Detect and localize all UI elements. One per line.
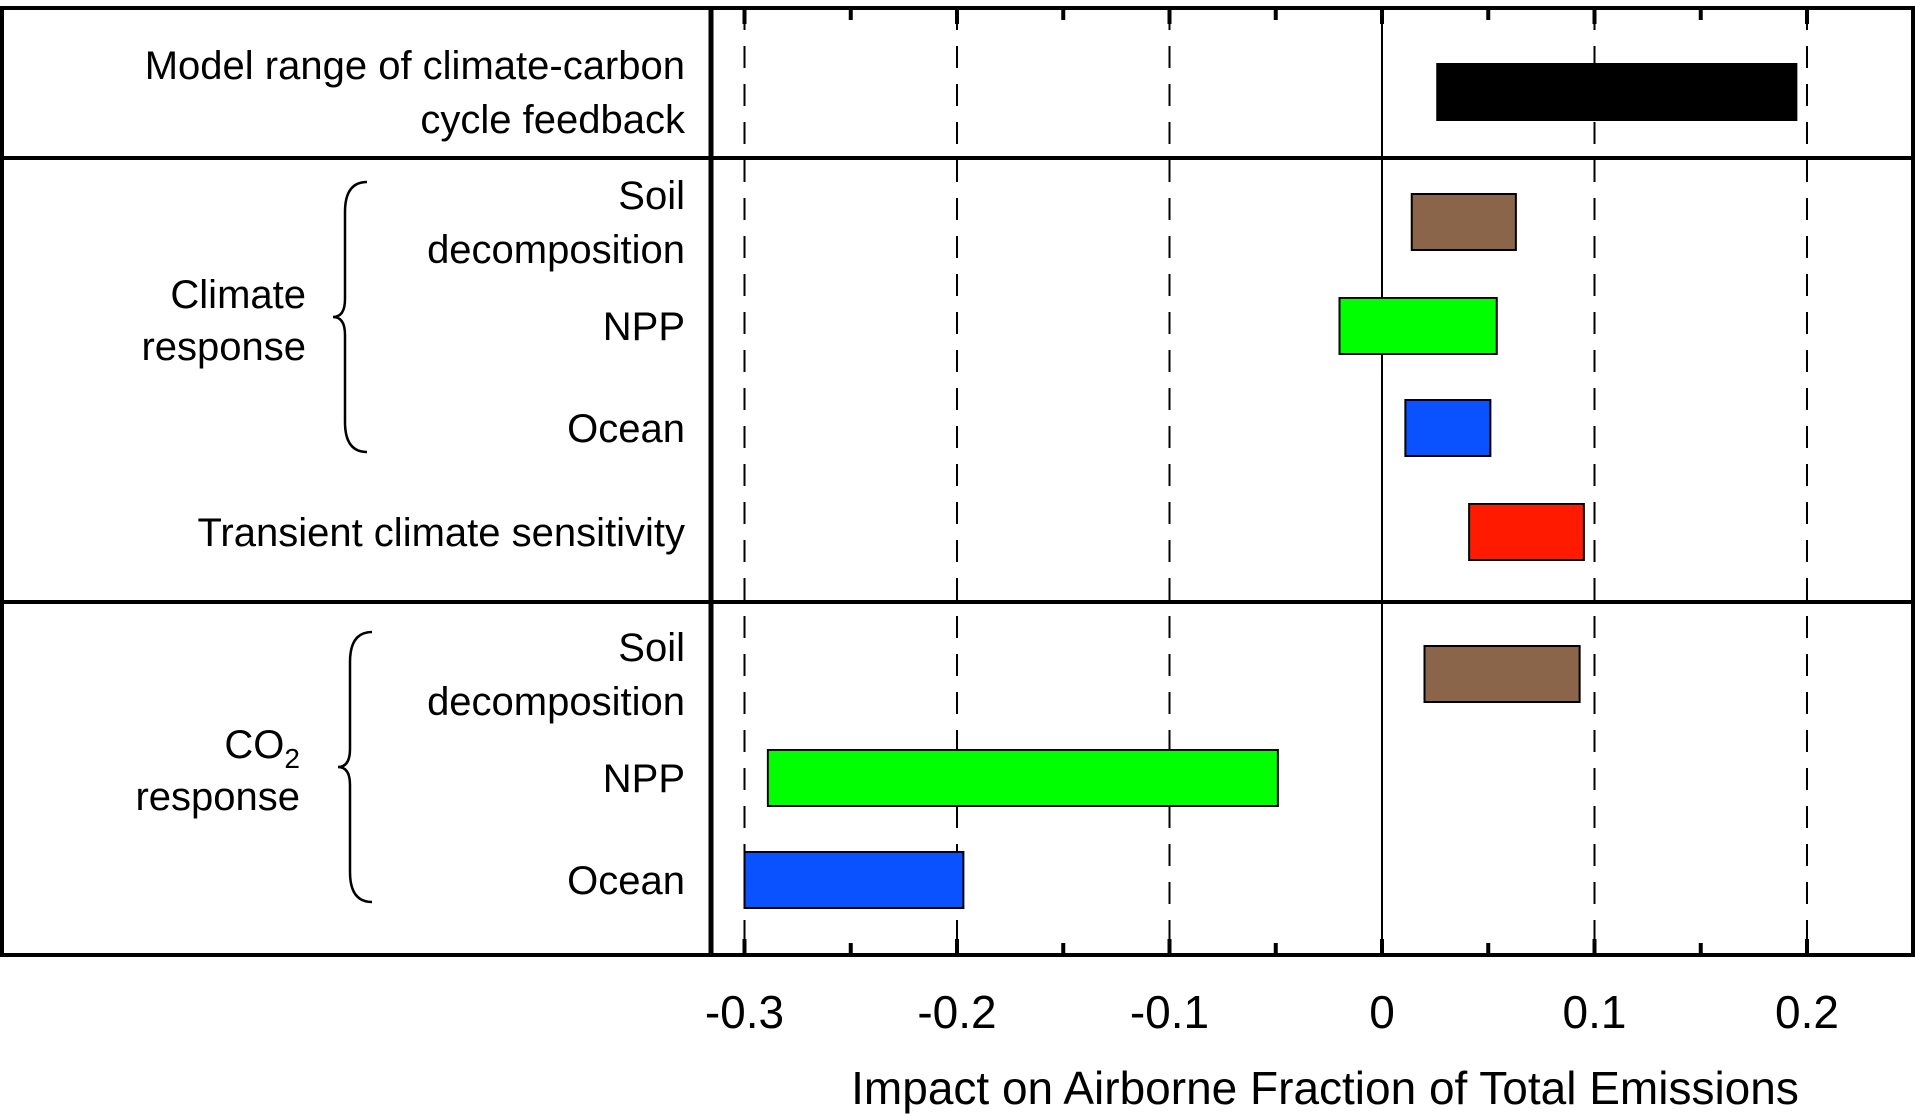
group-label-co2: response <box>135 775 300 819</box>
row-label: Ocean <box>567 859 685 903</box>
grid-layer <box>743 8 1808 955</box>
group-label-climate: Climate <box>170 273 306 317</box>
bar-row-5 <box>1468 503 1585 561</box>
bar-row-7 <box>766 749 1279 807</box>
bar-row-2 <box>1410 193 1517 251</box>
x-tick-label: 0.2 <box>1775 986 1839 1038</box>
x-tick-label: 0.1 <box>1563 986 1627 1038</box>
co2-subscript: 2 <box>284 743 300 774</box>
x-tick-label: -0.1 <box>1130 986 1209 1038</box>
label-layer: -0.3 -0.2 -0.1 0 0.1 0.2 Model range of climat… <box>135 44 1839 1038</box>
x-tick-label: -0.2 <box>917 986 996 1038</box>
frame-layer <box>0 6 1915 957</box>
co2-text: CO <box>224 723 284 767</box>
x-tick-label: 0 <box>1369 986 1395 1038</box>
row-label: decomposition <box>427 680 685 724</box>
row-label: Soil <box>618 626 685 670</box>
row-label: Transient climate sensitivity <box>197 511 685 555</box>
bar-row-6 <box>1423 645 1581 703</box>
x-tick-label: -0.3 <box>705 986 784 1038</box>
row-label: cycle feedback <box>420 98 686 142</box>
co2-response-brace <box>337 630 373 904</box>
climate-response-brace <box>332 180 368 454</box>
group-label-climate: response <box>141 325 306 369</box>
row-label: Model range of climate-carbon <box>145 44 685 88</box>
group-label-co2: CO2 <box>224 723 300 774</box>
row-label: decomposition <box>427 228 685 272</box>
row-label: Ocean <box>567 407 685 451</box>
row-label: Soil <box>618 174 685 218</box>
row-label: NPP <box>603 305 685 349</box>
bar-row-1 <box>1436 63 1798 121</box>
x-axis-label: Impact on Airborne Fraction of Total Emi… <box>851 1062 1799 1114</box>
row-label: NPP <box>603 757 685 801</box>
bar-row-4 <box>1404 399 1492 457</box>
bar-layer <box>743 63 1798 909</box>
bar-row-8 <box>743 851 965 909</box>
bar-row-3 <box>1338 297 1498 355</box>
